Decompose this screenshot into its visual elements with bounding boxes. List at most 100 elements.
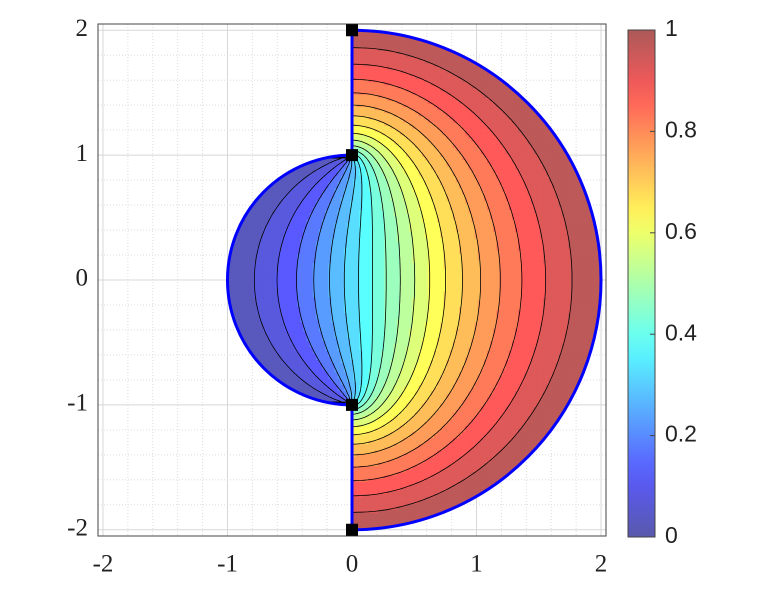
fill-cell [265, 505, 270, 510]
fill-cell [237, 303, 242, 307]
fill-cell [312, 412, 317, 417]
fill-cell [281, 306, 286, 311]
fill-cell [228, 393, 233, 398]
fill-cell [228, 162, 233, 167]
fill-cell [275, 221, 280, 226]
fill-cell [312, 465, 317, 470]
fill-cell [322, 65, 326, 70]
fill-cell [244, 171, 249, 176]
fill-cell [309, 134, 314, 139]
fill-cell [287, 100, 292, 105]
fill-cell [318, 409, 323, 414]
fill-cell [318, 109, 323, 114]
fill-cell [306, 47, 311, 51]
fill-cell [284, 524, 289, 529]
fill-cell [290, 462, 295, 467]
fill-cell [234, 199, 239, 204]
fill-cell [294, 299, 298, 304]
fill-cell [237, 249, 242, 254]
fill-cell [315, 515, 320, 520]
fill-cell [237, 62, 242, 67]
fill-cell [247, 431, 252, 435]
fill-cell [228, 471, 233, 476]
fill-cell [247, 368, 252, 373]
fill-cell [265, 87, 270, 92]
fill-cell [228, 206, 233, 211]
fill-cell [269, 487, 274, 492]
fill-cell [269, 406, 274, 410]
fill-cell [259, 331, 264, 336]
fill-cell [290, 281, 295, 286]
fill-cell [306, 384, 311, 389]
fill-cell [318, 150, 323, 154]
fill-cell [241, 387, 246, 392]
fill-cell [241, 193, 246, 198]
fill-cell [256, 146, 261, 151]
fill-cell [231, 480, 236, 485]
fill-cell [297, 374, 302, 379]
fill-cell [294, 106, 298, 111]
fill-cell [322, 81, 326, 86]
fill-cell [287, 487, 292, 492]
fill-cell [265, 106, 270, 111]
fill-cell [244, 224, 249, 229]
fill-cell [256, 75, 261, 80]
fill-cell [322, 443, 326, 448]
fill-cell [284, 306, 289, 311]
fill-cell [294, 365, 298, 370]
fill-cell [269, 499, 274, 504]
fill-cell [234, 218, 239, 223]
fill-cell [290, 109, 295, 114]
fill-cell [241, 59, 246, 64]
fill-cell [259, 399, 264, 404]
fill-cell [284, 221, 289, 226]
fill-cell [309, 56, 314, 61]
fill-cell [253, 43, 258, 48]
fill-cell [287, 312, 292, 317]
fill-cell [290, 327, 295, 332]
fill-cell [287, 171, 292, 176]
fill-cell [290, 40, 295, 45]
fill-cell [237, 421, 242, 426]
fill-cell [250, 281, 255, 286]
fill-cell [256, 284, 261, 289]
fill-cell [312, 434, 317, 439]
fill-cell [234, 309, 239, 314]
fill-cell [247, 43, 252, 48]
fill-cell [287, 262, 292, 267]
fill-cell [256, 231, 261, 236]
fill-cell [306, 443, 311, 448]
fill-cell [269, 309, 274, 314]
fill-cell [300, 371, 305, 376]
fill-cell [259, 471, 264, 476]
fill-cell [253, 387, 258, 392]
fill-cell [272, 406, 277, 410]
fill-cell [247, 262, 252, 267]
fill-cell [241, 415, 246, 420]
fill-cell [300, 249, 305, 254]
fill-cell [290, 359, 295, 364]
fill-cell [265, 199, 270, 204]
fill-cell [241, 306, 246, 311]
fill-cell [290, 324, 295, 329]
fill-cell [259, 140, 264, 145]
fill-cell [318, 406, 323, 410]
fill-cell [278, 312, 283, 317]
fill-cell [237, 459, 242, 464]
fill-cell [315, 409, 320, 414]
fill-cell [237, 50, 242, 55]
fill-cell [297, 480, 302, 485]
fill-cell [294, 199, 298, 204]
fill-cell [228, 337, 233, 342]
fill-cell [244, 65, 249, 70]
fill-cell [290, 349, 295, 354]
fill-cell [303, 215, 308, 220]
fill-cell [272, 171, 277, 176]
fill-cell [287, 496, 292, 501]
fill-cell [228, 212, 233, 217]
fill-cell [284, 434, 289, 439]
fill-cell [287, 218, 292, 223]
fill-cell [228, 118, 233, 123]
fill-cell [231, 187, 236, 192]
